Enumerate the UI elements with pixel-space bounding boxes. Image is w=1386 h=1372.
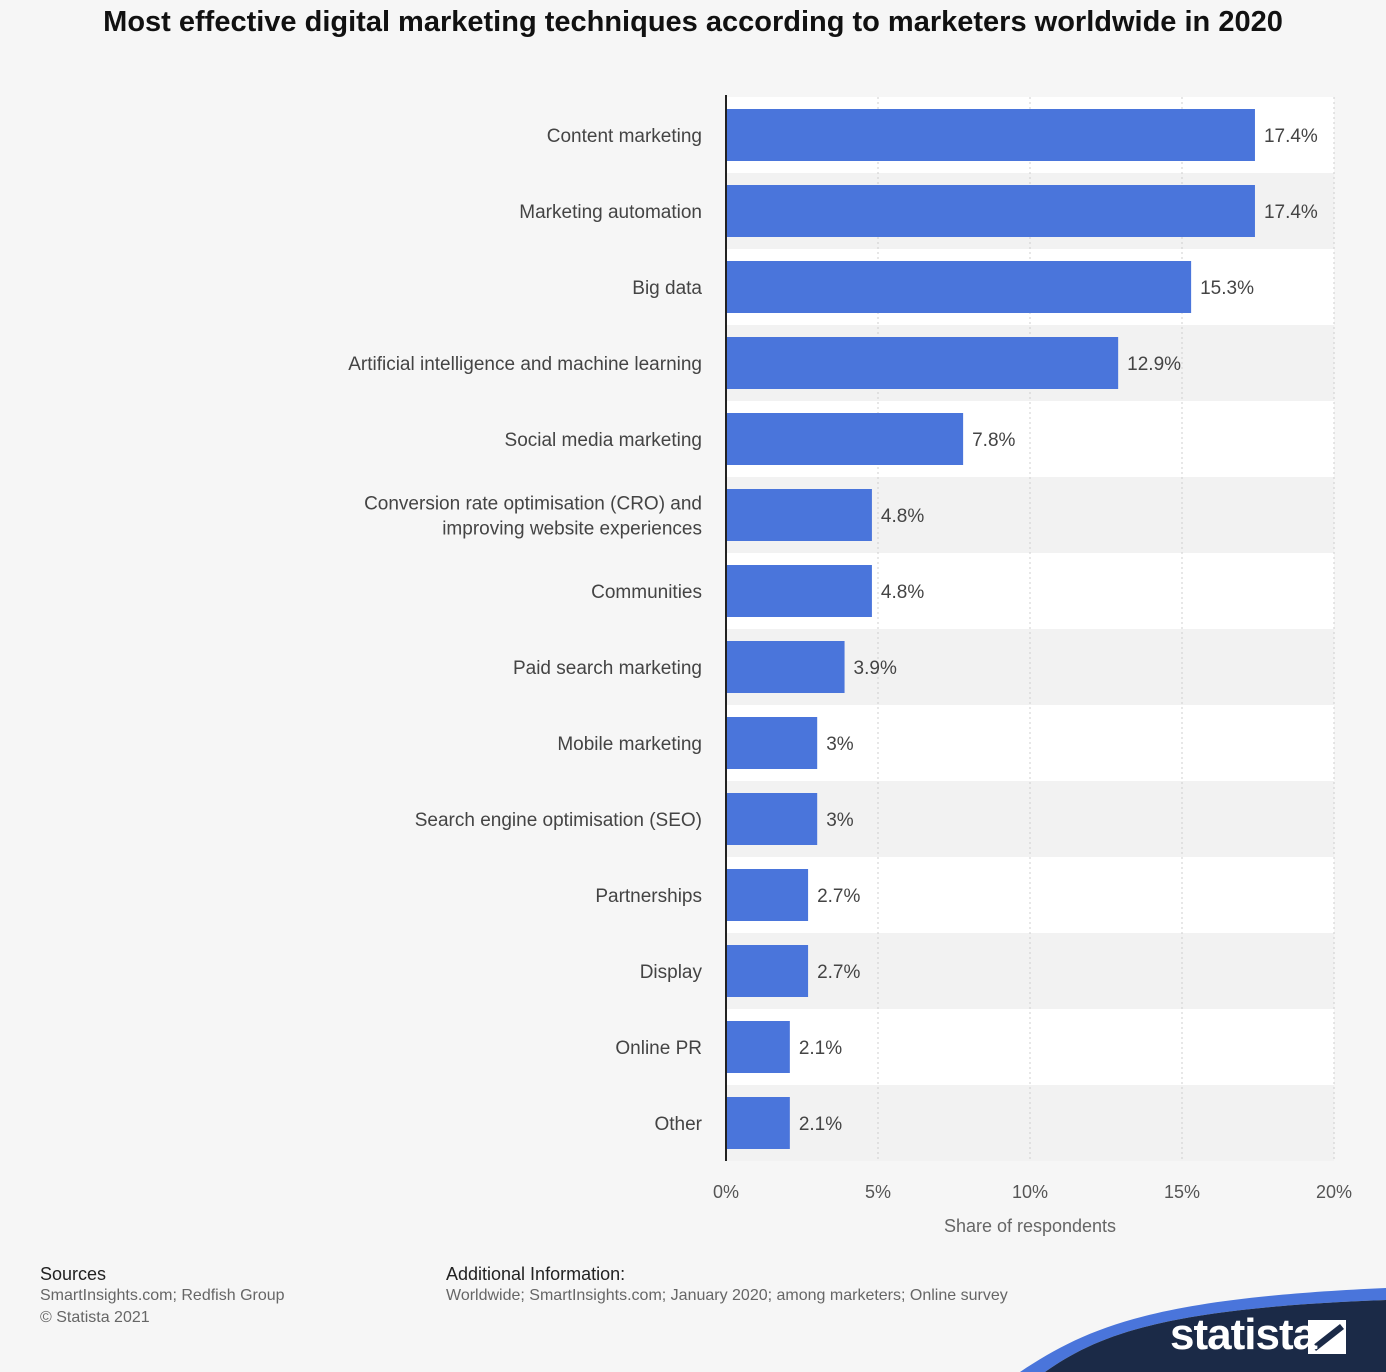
copyright-text: © Statista 2021 [40,1309,150,1326]
value-label: 17.4% [1264,202,1318,223]
x-axis-title: Share of respondents [944,1216,1116,1236]
x-tick-label: 5% [865,1182,891,1202]
category-label: Communities [591,582,702,603]
category-label: Display [640,962,703,983]
category-label: Marketing automation [519,202,702,223]
bar [726,185,1255,237]
chart-title: Most effective digital marketing techniq… [103,6,1283,38]
value-label: 2.1% [799,1038,842,1059]
bar [726,793,818,845]
value-label: 3.9% [854,658,897,679]
category-label: Other [654,1114,702,1135]
x-tick-label: 15% [1164,1182,1200,1202]
additional-info-text: Worldwide; SmartInsights.com; January 20… [446,1287,1008,1304]
category-label: Content marketing [547,126,702,147]
sources-heading: Sources [40,1264,107,1284]
additional-info-block: Additional Information: Worldwide; Smart… [446,1263,1008,1307]
category-label: Online PR [615,1038,702,1059]
bar [726,641,845,693]
bar [726,489,872,541]
value-label: 15.3% [1200,278,1254,299]
bar [726,109,1255,161]
value-label: 4.8% [881,582,924,603]
x-tick-label: 20% [1316,1182,1352,1202]
value-label: 2.7% [817,886,860,907]
row-band [726,857,1334,933]
statista-logo-text[interactable]: statista [1170,1310,1317,1359]
bar [726,565,872,617]
value-label: 17.4% [1264,126,1318,147]
bar [726,413,964,465]
category-label: improving website experiences [442,519,702,540]
category-label: Mobile marketing [557,734,702,755]
bar [726,945,809,997]
value-label: 2.1% [799,1114,842,1135]
value-label: 12.9% [1127,354,1181,375]
x-tick-label: 0% [713,1182,739,1202]
bar-chart: 0% 5% 10% 15% 20% 17.4% Content marketing 17.4%… [348,95,1352,1236]
x-tick-label: 10% [1012,1182,1048,1202]
bar [726,1097,790,1149]
row-band [726,933,1334,1009]
category-label: Artificial intelligence and machine lear… [348,354,702,375]
value-label: 3% [826,734,854,755]
sources-block: Sources SmartInsights.com; Redfish Group… [40,1263,285,1329]
value-label: 7.8% [972,430,1015,451]
value-label: 3% [826,810,854,831]
bar [726,717,818,769]
category-label: Partnerships [595,886,702,907]
sources-text[interactable]: SmartInsights.com; Redfish Group [40,1287,285,1304]
bar [726,869,809,921]
bar [726,337,1119,389]
value-label: 2.7% [817,962,860,983]
category-label: Search engine optimisation (SEO) [415,810,702,831]
category-label: Paid search marketing [513,658,702,679]
category-label: Big data [632,278,702,299]
bar [726,1021,790,1073]
category-label: Social media marketing [505,430,702,451]
value-label: 4.8% [881,506,924,527]
category-label: Conversion rate optimisation (CRO) and [364,494,702,515]
additional-info-heading: Additional Information: [446,1264,626,1284]
bar [726,261,1192,313]
